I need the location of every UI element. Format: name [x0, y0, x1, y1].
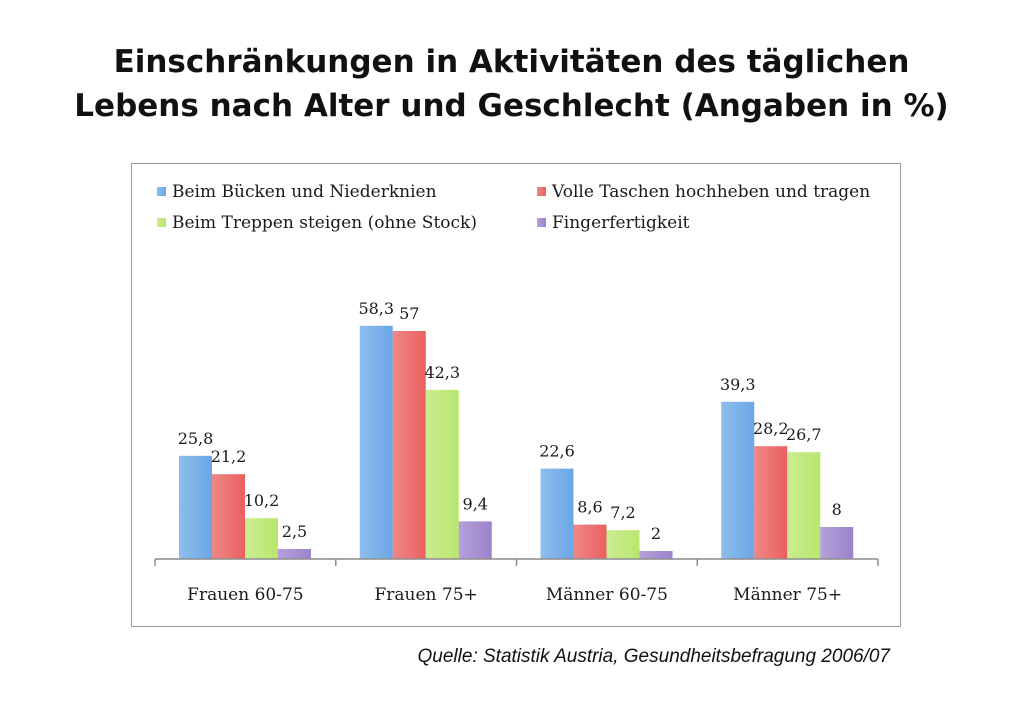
bar	[425, 389, 459, 559]
bar	[540, 468, 574, 559]
data-label: 7,2	[610, 503, 635, 522]
bar	[573, 524, 607, 559]
legend-label: Beim Treppen steigen (ohne Stock)	[172, 213, 477, 233]
x-tick-label: Frauen 75+	[374, 585, 477, 605]
data-label: 21,2	[211, 447, 247, 466]
chart-title-line-1: Einschränkungen in Aktivitäten des tägli…	[113, 44, 910, 80]
legend-swatch	[157, 218, 166, 227]
legend-swatch	[537, 218, 546, 227]
bar	[721, 401, 755, 559]
legend-swatch	[157, 187, 166, 196]
data-label: 2,5	[282, 522, 307, 541]
bar	[606, 530, 640, 559]
bar	[458, 521, 492, 559]
chart-title: Einschränkungen in Aktivitäten des tägli…	[0, 40, 1023, 128]
legend-label: Volle Taschen hochheben und tragen	[551, 182, 870, 202]
data-label: 10,2	[244, 491, 280, 510]
data-label: 25,8	[178, 429, 214, 448]
data-label: 9,4	[463, 494, 488, 513]
bar	[787, 452, 821, 559]
data-label: 2	[651, 524, 661, 543]
data-label: 8,6	[577, 498, 602, 517]
data-label: 57	[399, 304, 419, 323]
data-label: 28,2	[753, 419, 789, 438]
x-tick-label: Frauen 60-75	[187, 585, 303, 605]
chart-title-line-2: Lebens nach Alter und Geschlecht (Angabe…	[74, 88, 949, 124]
bar	[245, 518, 278, 559]
data-label: 8	[832, 500, 842, 519]
bar	[754, 446, 788, 559]
bar	[278, 549, 311, 559]
bar	[820, 527, 854, 559]
source-note: Quelle: Statistik Austria, Gesundheitsbe…	[417, 646, 890, 667]
x-tick-label: Männer 60-75	[546, 585, 668, 605]
legend-label: Beim Bücken und Niederknien	[172, 182, 437, 202]
bar	[359, 325, 393, 559]
legend-label: Fingerfertigkeit	[552, 213, 690, 233]
x-tick-label: Männer 75+	[733, 585, 842, 605]
chart-frame	[131, 163, 901, 627]
data-label: 22,6	[539, 442, 575, 461]
bar	[639, 551, 673, 559]
data-label: 39,3	[720, 375, 756, 394]
bar	[179, 455, 212, 559]
legend-swatch	[537, 187, 546, 196]
bar	[212, 474, 245, 559]
data-label: 42,3	[424, 363, 460, 382]
data-label: 58,3	[358, 299, 394, 318]
bar	[392, 331, 426, 559]
data-label: 26,7	[786, 425, 822, 444]
